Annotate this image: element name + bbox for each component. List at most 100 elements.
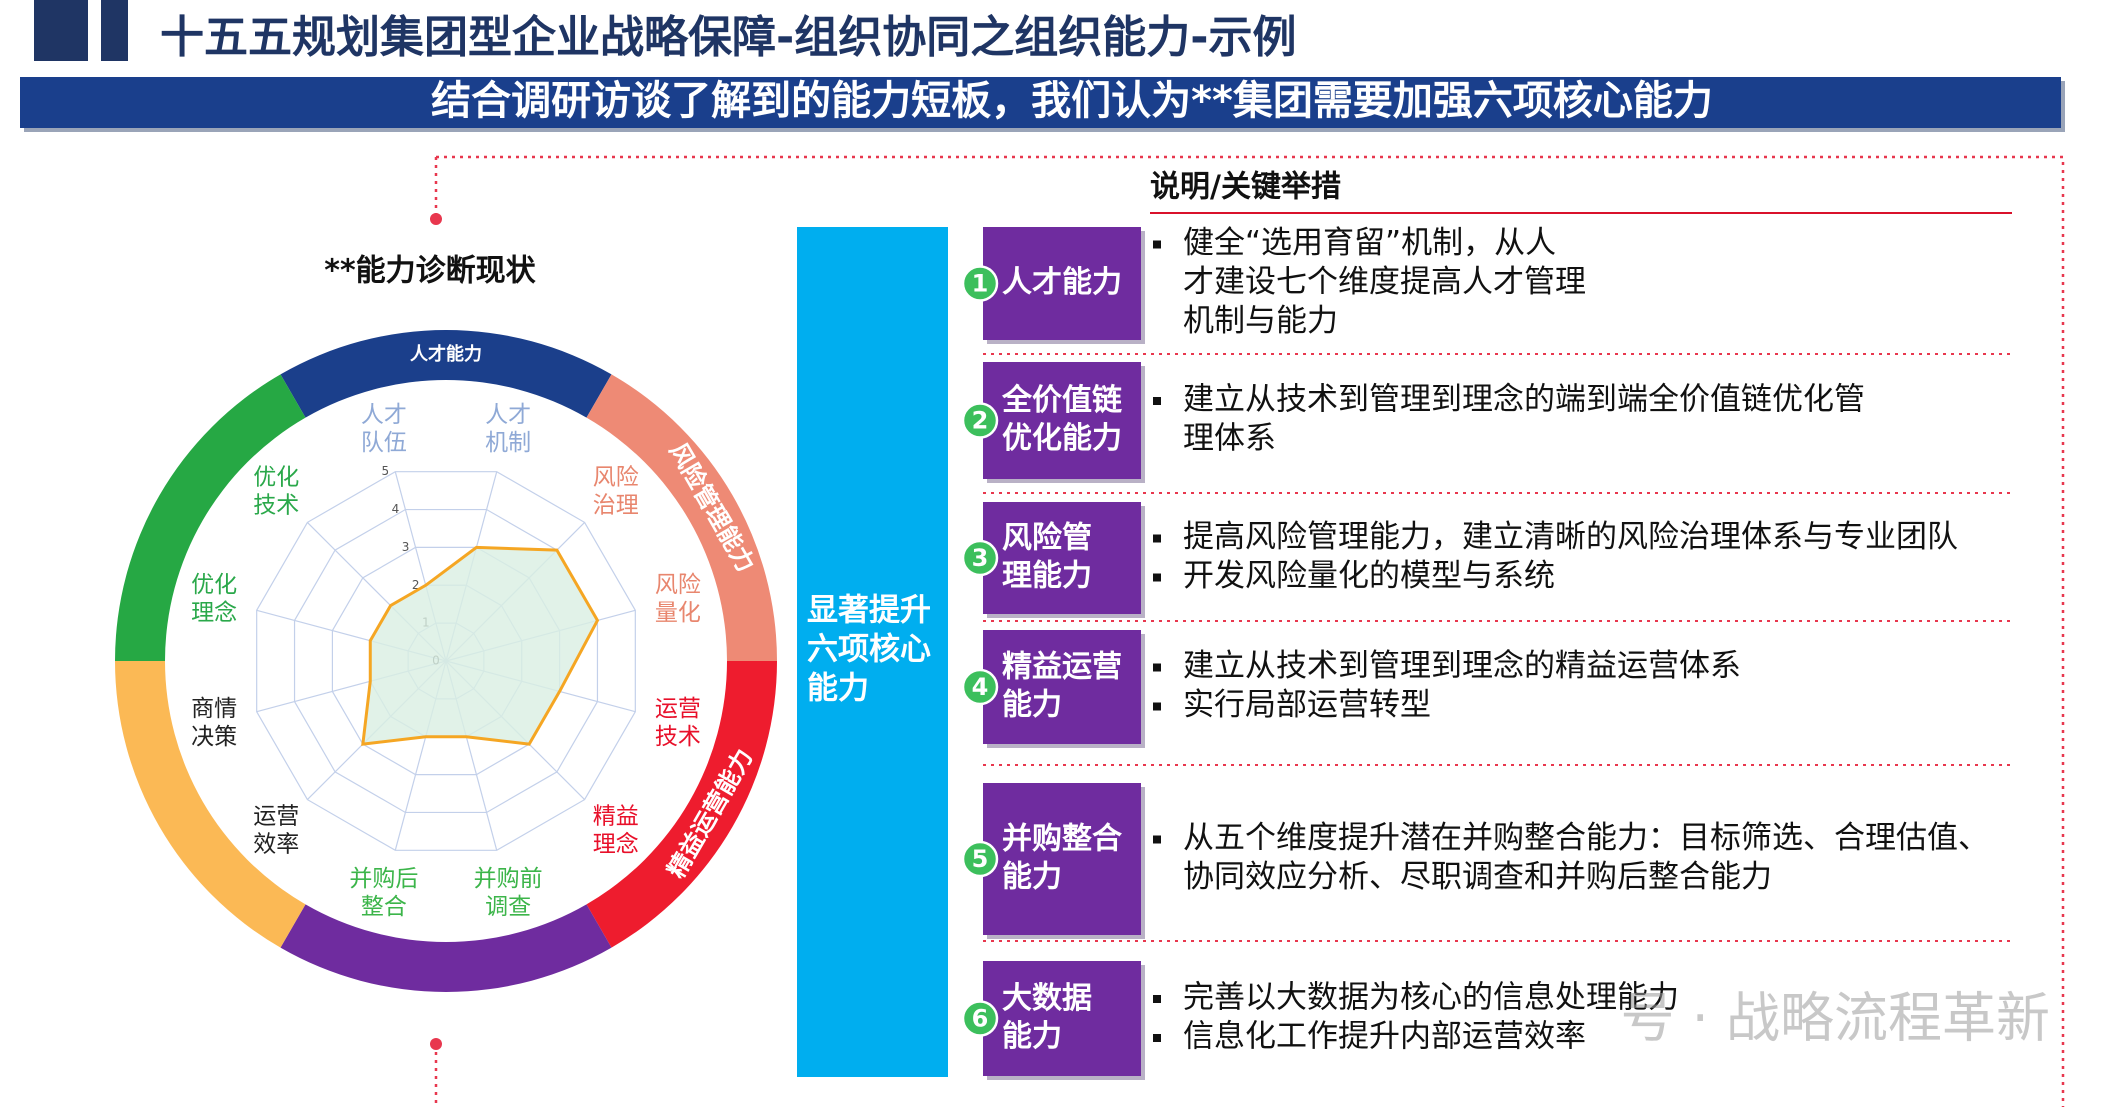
ring-segment: [280, 329, 612, 418]
frame-dot: [430, 213, 442, 225]
bullet: [1153, 534, 1161, 543]
category-label-line: 优化: [191, 571, 237, 597]
row-box: [983, 227, 1141, 340]
row-bullet-text: 从五个维度提升潜在并购整合能力：目标筛选、合理估值、: [1183, 820, 1989, 856]
ring-segment: [115, 661, 306, 948]
bullet: [1153, 663, 1161, 672]
watermark: 号 · 战略流程革新: [1621, 987, 2051, 1050]
row-box: [983, 362, 1141, 479]
row-number: 2: [972, 407, 989, 435]
category-label-line: 人才: [485, 402, 531, 428]
row-bullet-text: 建立从技术到管理到理念的端到端全价值链优化管: [1183, 382, 1865, 418]
ring-label: 人才能力: [410, 343, 482, 365]
category-label-line: 量化: [655, 599, 701, 625]
ring-segment: [586, 374, 777, 661]
row-bullet-text: 建立从技术到管理到理念的精益运营体系: [1183, 648, 1741, 684]
category-label: 人才队伍: [361, 402, 407, 456]
row-box: [983, 961, 1141, 1076]
category-label-line: 队伍: [361, 430, 407, 456]
row-title: 优化能力: [1002, 421, 1122, 456]
slide-title: 十五五规划集团型企业战略保障-组织协同之组织能力-示例: [160, 12, 1297, 63]
row-number-badge: [961, 539, 999, 577]
row-bullet-text: 开发风险量化的模型与系统: [1183, 558, 1555, 594]
row-number-badge: [961, 668, 999, 706]
category-label-line: 并购前: [474, 865, 543, 891]
banner: [20, 77, 2061, 128]
row-title: 并购整合: [1002, 822, 1122, 857]
row-bullet-text: 理体系: [1183, 421, 1276, 457]
radar-area: [361, 545, 600, 746]
row-bullet-text: 提高风险管理能力，建立清晰的风险治理体系与专业团队: [1183, 519, 1958, 555]
bullet: [1153, 835, 1161, 844]
category-label-line: 优化: [253, 464, 299, 490]
center-bar-text: 显著提升: [807, 593, 931, 629]
category-label-line: 治理: [593, 492, 639, 518]
row-bullet-text: 才建设七个维度提高人才管理: [1183, 264, 1586, 300]
bullet: [1153, 995, 1161, 1003]
category-label: 风险治理: [593, 464, 639, 518]
r-tick-label: 3: [402, 540, 410, 554]
category-label: 优化理念: [191, 571, 237, 625]
ring-segment: [280, 904, 612, 992]
row-bullet-text: 实行局部运营转型: [1183, 687, 1431, 723]
r-tick-label: 5: [381, 464, 389, 478]
row-title: 能力: [1002, 860, 1062, 895]
row-bullet-text: 协同效应分析、尽职调查和并购后整合能力: [1183, 859, 1772, 895]
category-label-line: 整合: [361, 893, 407, 919]
category-label-line: 并购后: [349, 865, 418, 891]
ring-segment: [115, 374, 306, 661]
category-label: 风险量化: [655, 571, 701, 625]
radar-title: **能力诊断现状: [324, 254, 536, 289]
category-label-line: 决策: [191, 724, 237, 750]
category-label: 人才机制: [485, 402, 531, 456]
row-bullet-text: 机制与能力: [1183, 303, 1338, 339]
row-number-badge: [961, 840, 999, 878]
frame-dot: [430, 1038, 442, 1050]
row-box: [983, 630, 1141, 744]
category-label-line: 调查: [485, 893, 531, 919]
category-label: 运营技术: [655, 696, 701, 750]
category-label-line: 效率: [253, 831, 299, 857]
row-number-badge: [961, 265, 999, 302]
category-label-line: 技术: [253, 492, 299, 518]
row-title: 风险管: [1002, 521, 1092, 556]
category-label-line: 技术: [655, 724, 701, 750]
row-title: 全价值链: [1001, 383, 1122, 418]
category-label: 优化技术: [253, 464, 299, 518]
panel-heading: 说明/关键举措: [1150, 170, 1341, 205]
row-title: 精益运营: [1002, 650, 1122, 685]
r-tick-label: 2: [412, 578, 420, 592]
category-label-line: 机制: [485, 430, 531, 456]
row-title: 人才能力: [1002, 265, 1122, 300]
row-title: 能力: [1002, 688, 1062, 723]
category-label: 并购后整合: [349, 865, 418, 919]
category-label: 并购前调查: [474, 865, 543, 919]
category-label-line: 风险: [655, 571, 701, 597]
category-label-line: 运营: [655, 696, 701, 722]
category-label: 商情决策: [191, 696, 237, 750]
category-label-line: 商情: [191, 696, 237, 722]
row-number: 3: [972, 544, 989, 572]
category-label-line: 理念: [191, 599, 237, 625]
bullet: [1153, 573, 1161, 582]
center-bar: [797, 227, 948, 1077]
row-number: 5: [972, 845, 989, 873]
row-title: 能力: [1002, 1019, 1062, 1054]
category-label-line: 风险: [593, 464, 639, 490]
banner-text: 结合调研访谈了解到的能力短板，我们认为**集团需要加强六项核心能力: [431, 78, 1713, 124]
row-title: 大数据: [1002, 981, 1092, 1016]
header-block: [34, 0, 88, 61]
category-label-line: 理念: [593, 831, 639, 857]
row-box: [983, 502, 1141, 614]
category-label-line: 运营: [253, 803, 299, 829]
row-bullet-text: 完善以大数据为核心的信息处理能力: [1183, 980, 1679, 1016]
category-label-line: 精益: [593, 803, 639, 829]
r-tick-label: 4: [392, 502, 400, 516]
row-box: [983, 783, 1141, 935]
row-bullet-text: 信息化工作提升内部运营效率: [1183, 1019, 1586, 1055]
header-block: [101, 0, 128, 61]
category-label: 精益理念: [593, 803, 639, 857]
center-bar-text: 六项核心: [807, 632, 931, 668]
